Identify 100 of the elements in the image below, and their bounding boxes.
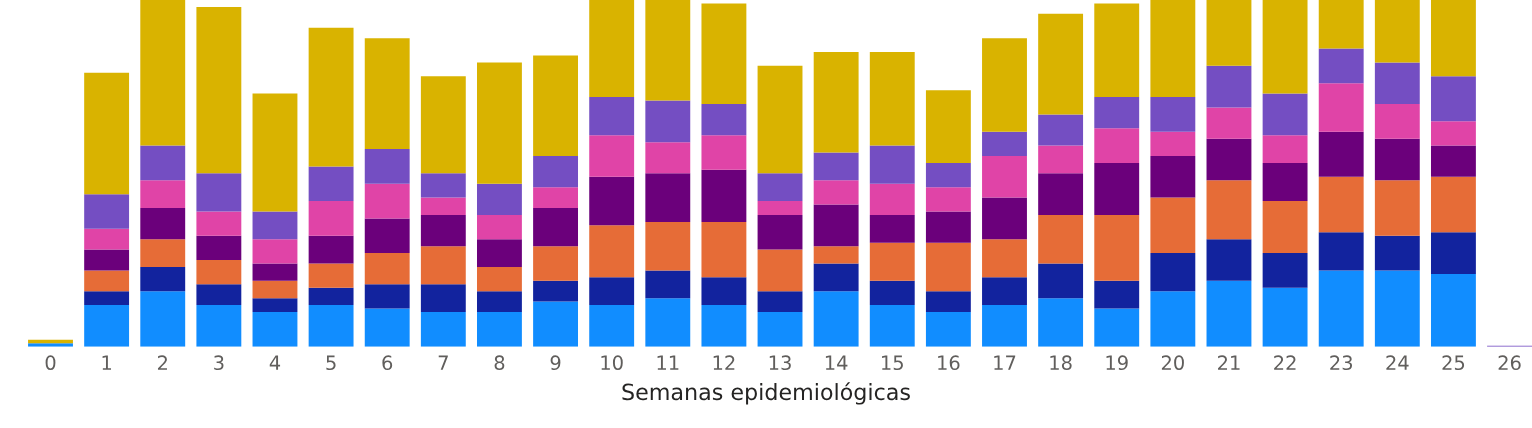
bar bbox=[533, 187, 579, 209]
bar bbox=[757, 249, 803, 292]
bar bbox=[757, 173, 803, 202]
bar bbox=[420, 214, 466, 247]
bar bbox=[1318, 0, 1364, 49]
bar bbox=[1318, 83, 1364, 132]
bar bbox=[869, 280, 915, 306]
bar bbox=[533, 301, 579, 347]
bar bbox=[869, 242, 915, 281]
bar bbox=[645, 270, 691, 299]
bar bbox=[925, 90, 971, 163]
bar bbox=[1150, 97, 1196, 132]
bar bbox=[140, 266, 186, 292]
x-tick-label: 15 bbox=[882, 355, 903, 371]
bar bbox=[1038, 145, 1084, 174]
bar bbox=[701, 305, 747, 347]
bar bbox=[1430, 0, 1476, 77]
bar bbox=[140, 180, 186, 209]
bar bbox=[645, 173, 691, 222]
bar bbox=[477, 291, 522, 313]
bar bbox=[925, 242, 971, 292]
bar bbox=[84, 72, 130, 195]
bar bbox=[1206, 0, 1252, 66]
bar bbox=[1374, 62, 1420, 104]
bar bbox=[1094, 97, 1140, 129]
bar bbox=[533, 280, 579, 302]
bar bbox=[869, 145, 915, 184]
bar bbox=[84, 270, 130, 292]
bar bbox=[140, 145, 186, 181]
bar bbox=[589, 97, 635, 136]
bar bbox=[477, 183, 522, 215]
bar bbox=[1206, 239, 1252, 281]
bar bbox=[420, 312, 466, 347]
x-tick-label: 18 bbox=[1050, 355, 1072, 371]
bar bbox=[84, 305, 130, 347]
bar bbox=[1094, 128, 1140, 163]
bar bbox=[1318, 131, 1364, 177]
bar bbox=[140, 291, 186, 347]
bar bbox=[1038, 13, 1084, 115]
bar bbox=[1430, 121, 1476, 146]
bar bbox=[813, 52, 859, 153]
bar bbox=[252, 239, 298, 264]
bar bbox=[645, 298, 691, 347]
bar bbox=[982, 197, 1027, 240]
bar bbox=[925, 187, 971, 212]
x-tick-label: 20 bbox=[1161, 355, 1184, 371]
bar bbox=[196, 6, 242, 174]
bar bbox=[1430, 273, 1476, 347]
bar bbox=[196, 284, 242, 306]
bar bbox=[1038, 263, 1084, 299]
bar bbox=[589, 225, 635, 278]
bar bbox=[589, 135, 635, 177]
bar bbox=[1094, 162, 1140, 215]
x-tick-label: 5 bbox=[326, 355, 336, 371]
bar bbox=[308, 201, 354, 236]
bar bbox=[1262, 93, 1308, 136]
x-tick-label: 8 bbox=[494, 355, 505, 371]
bar bbox=[757, 291, 803, 313]
bar bbox=[477, 214, 522, 240]
bar bbox=[982, 156, 1027, 198]
bar bbox=[140, 0, 186, 146]
bar bbox=[1430, 176, 1476, 233]
x-tick-label: 24 bbox=[1386, 355, 1409, 370]
bar bbox=[925, 291, 971, 313]
bar bbox=[420, 197, 466, 215]
bar bbox=[1150, 291, 1196, 347]
bar bbox=[1374, 235, 1420, 271]
bar bbox=[364, 38, 410, 150]
bar bbox=[196, 173, 242, 212]
bar bbox=[645, 0, 691, 101]
x-tick-label: 12 bbox=[713, 355, 735, 370]
bar bbox=[1374, 138, 1420, 181]
bar bbox=[982, 305, 1027, 347]
bar bbox=[1094, 280, 1140, 309]
bar bbox=[813, 291, 859, 347]
bar bbox=[252, 280, 298, 299]
bar bbox=[589, 305, 635, 347]
x-tick-label: 10 bbox=[601, 355, 623, 371]
bar bbox=[196, 211, 242, 236]
bar bbox=[1374, 180, 1420, 236]
bar bbox=[1262, 201, 1308, 254]
x-tick-label: 0 bbox=[45, 355, 56, 371]
bar bbox=[1374, 270, 1420, 347]
bar bbox=[1206, 280, 1252, 347]
bar bbox=[1038, 298, 1084, 347]
x-tick-label: 4 bbox=[269, 355, 281, 370]
bar bbox=[420, 284, 466, 313]
bar bbox=[1150, 131, 1196, 157]
bar bbox=[1318, 270, 1364, 347]
bar bbox=[252, 298, 298, 313]
bar bbox=[308, 27, 354, 167]
x-tick-label: 21 bbox=[1218, 355, 1240, 370]
bar bbox=[589, 0, 635, 98]
bar bbox=[477, 239, 522, 267]
bar bbox=[420, 173, 466, 198]
bar bbox=[701, 221, 747, 278]
x-tick-label: 6 bbox=[382, 355, 393, 371]
bar bbox=[1094, 308, 1140, 347]
bar bbox=[1262, 162, 1308, 202]
bar bbox=[84, 194, 130, 229]
